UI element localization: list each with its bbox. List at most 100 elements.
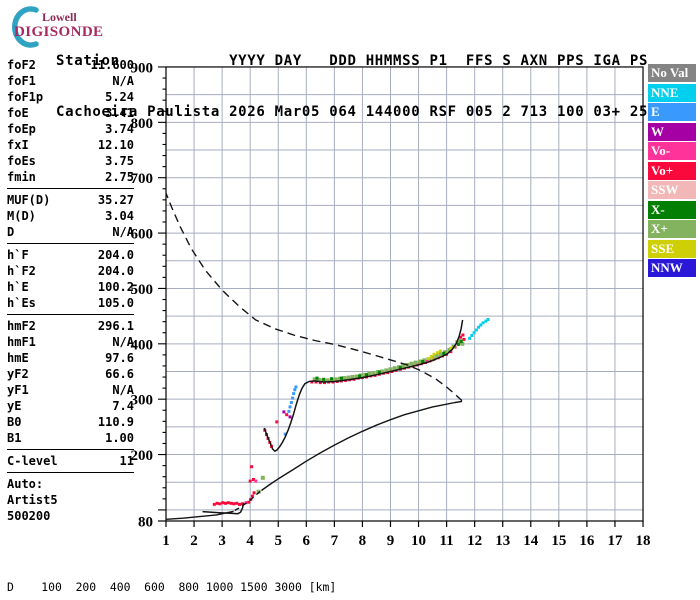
parameter-row-fmin: fmin 2.75	[7, 169, 134, 185]
parameter-label: hmF1	[7, 335, 36, 349]
parameter-row-fof1: foF1 N/A	[7, 73, 134, 89]
svg-text:2: 2	[190, 533, 198, 549]
svg-text:6: 6	[303, 533, 311, 549]
parameter-row-h-f2: h`F2 204.0	[7, 263, 134, 279]
svg-text:3: 3	[218, 533, 226, 549]
parameter-value: 204.0	[97, 264, 134, 278]
parameter-value: 66.6	[105, 367, 134, 381]
parameter-label: C-level	[7, 454, 58, 468]
parameter-row-h-e: h`E 100.2	[7, 279, 134, 295]
svg-text:13: 13	[495, 533, 510, 549]
digisonde-logo: Lowell DIGISONDE	[4, 2, 114, 48]
parameter-value: 35.27	[97, 193, 134, 207]
series-bottomside-profile-F	[260, 400, 463, 492]
svg-text:16: 16	[579, 533, 595, 549]
panel-separator	[7, 449, 134, 450]
parameter-label: D	[7, 225, 15, 239]
parameter-row-yf2: yF2 66.6	[7, 366, 134, 382]
parameter-value: 12.10	[97, 138, 134, 152]
parameter-label: foE	[7, 106, 29, 120]
parameter-row-foes: foEs 3.75	[7, 153, 134, 169]
parameter-label: MUF(D)	[7, 193, 51, 207]
parameter-row-yf1: yF1 N/A	[7, 382, 134, 398]
parameter-value: 105.0	[97, 296, 134, 310]
echoes-vo-	[244, 360, 429, 505]
legend-item-nnw: NNW	[648, 259, 696, 277]
panel-separator	[7, 188, 134, 189]
svg-text:17: 17	[607, 533, 623, 549]
parameter-label: fxI	[7, 138, 29, 152]
parameter-label: foF1	[7, 74, 36, 88]
parameter-label: h`F	[7, 248, 29, 262]
profile-and-trace-curves	[165, 192, 464, 520]
panel-separator	[7, 472, 134, 473]
parameter-row-fxi: fxI 12.10	[7, 137, 134, 153]
parameter-row-hmf1: hmF1 N/A	[7, 334, 134, 350]
parameter-row-ye: yE 7.4	[7, 398, 134, 414]
legend-item-w: W	[648, 122, 696, 141]
parameter-row-b1: B1 1.00	[7, 430, 134, 446]
logo-digisonde-text: DIGISONDE	[14, 24, 104, 40]
series-valley-profile	[234, 489, 262, 512]
parameter-label: foEs	[7, 154, 36, 168]
series-topside-profile-model	[165, 192, 463, 402]
svg-text:1: 1	[162, 533, 170, 549]
parameter-row-d: D N/A	[7, 224, 134, 240]
parameter-row-foep: foEp 3.74	[7, 121, 134, 137]
parameter-row-c-level: C-level 11	[7, 453, 134, 469]
parameter-row-m-d-: M(D) 3.04	[7, 208, 134, 224]
parameter-label: h`F2	[7, 264, 36, 278]
footer-block: D 100 200 400 600 800 1000 1500 3000 [km…	[7, 550, 693, 600]
svg-text:4: 4	[246, 533, 254, 549]
svg-text:18: 18	[636, 533, 651, 549]
legend-item-nne: NNE	[648, 83, 696, 102]
parameter-row-fof1p: foF1p 5.24	[7, 89, 134, 105]
parameter-label: h`Es	[7, 296, 36, 310]
legend-item-x-: X+	[648, 220, 696, 238]
svg-text:80: 80	[138, 515, 153, 531]
parameter-value: N/A	[112, 383, 134, 397]
parameter-value: 3.75	[105, 154, 134, 168]
svg-text:9: 9	[387, 533, 395, 549]
parameter-value: 296.1	[97, 319, 134, 333]
parameter-panel: foF2 11.600 foF1 N/A foF1p 5.24 foE 3.41 foEp 3.7…	[7, 57, 134, 524]
parameter-row-h-f: h`F 204.0	[7, 247, 134, 263]
parameter-label: M(D)	[7, 209, 36, 223]
parameter-value: N/A	[112, 225, 134, 239]
parameter-row-hme: hmE 97.6	[7, 350, 134, 366]
parameter-value: 3.41	[105, 106, 134, 120]
parameter-value: N/A	[112, 74, 134, 88]
parameter-value: 7.4	[112, 399, 134, 413]
parameter-value: 3.04	[105, 209, 134, 223]
parameter-value: N/A	[112, 335, 134, 349]
svg-text:14: 14	[523, 533, 539, 549]
svg-text:7: 7	[331, 533, 339, 549]
svg-text:8: 8	[359, 533, 367, 549]
parameter-value: 97.6	[105, 351, 134, 365]
x-axis-labels: 1 2 3 4 5 6 7 8 9 10 11 12 13 14 15 16 17 18	[162, 533, 650, 549]
parameter-value: 5.24	[105, 90, 134, 104]
parameter-row-h-es: h`Es 105.0	[7, 295, 134, 311]
echoes-x-	[256, 339, 465, 494]
parameter-row-hmf2: hmF2 296.1	[7, 318, 134, 334]
parameter-label: hmF2	[7, 319, 36, 333]
parameter-value: 3.74	[105, 122, 134, 136]
svg-text:5: 5	[274, 533, 282, 549]
distance-scale-line: D 100 200 400 600 800 1000 1500 3000 [km…	[7, 580, 337, 594]
parameter-row-foe: foE 3.41	[7, 105, 134, 121]
echoes-w	[282, 410, 292, 419]
parameter-label: yE	[7, 399, 22, 413]
parameter-label: foEp	[7, 122, 36, 136]
echoes-sse	[426, 346, 453, 362]
parameter-label: fmin	[7, 170, 36, 184]
legend-item-no-val: No Val	[648, 64, 696, 82]
parameter-label: B1	[7, 431, 22, 445]
svg-text:12: 12	[467, 533, 482, 549]
header-field-values: Cachoeira Paulista 2026 Mar05 064 144000…	[56, 104, 649, 120]
echoes-vo-	[212, 333, 466, 506]
parameter-label: hmE	[7, 351, 29, 365]
panel-footer-line: 500200	[7, 509, 51, 523]
parameter-value: 11	[119, 454, 134, 468]
parameter-row-muf-d-: MUF(D) 35.27	[7, 192, 134, 208]
legend-item-ssw: SSW	[648, 181, 696, 199]
